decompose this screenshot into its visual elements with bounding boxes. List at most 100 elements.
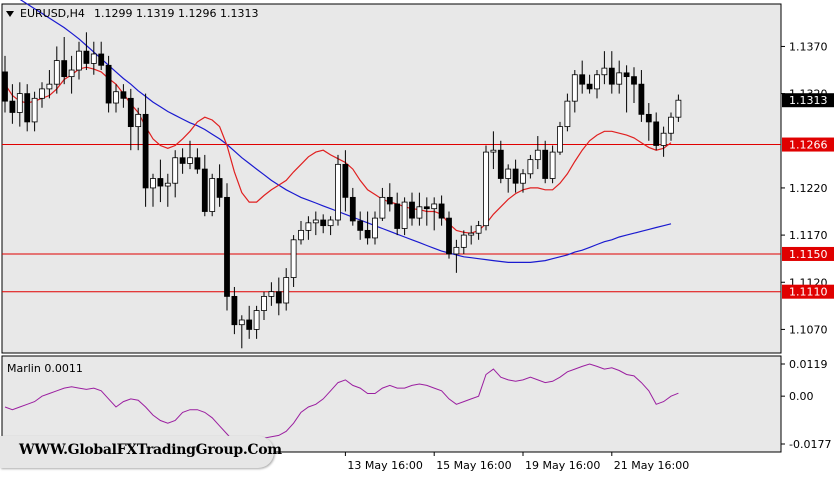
candle bbox=[105, 55, 112, 113]
candle bbox=[253, 305, 260, 339]
candle-body bbox=[46, 83, 53, 90]
candle-body bbox=[157, 178, 164, 187]
candle-body bbox=[668, 116, 674, 134]
candle bbox=[438, 195, 445, 226]
candle bbox=[224, 183, 230, 311]
candle bbox=[127, 88, 134, 151]
candle bbox=[394, 192, 401, 236]
time-tick-label: 19 May 16:00 bbox=[525, 459, 600, 472]
candle-body bbox=[586, 83, 593, 90]
candle bbox=[238, 315, 245, 349]
candle-body bbox=[39, 88, 45, 99]
candle-body bbox=[542, 149, 549, 179]
candle bbox=[645, 103, 652, 141]
candle-body bbox=[2, 71, 8, 102]
candle-body bbox=[675, 99, 682, 118]
candle bbox=[653, 112, 660, 151]
candle-body bbox=[16, 93, 23, 113]
candle-body bbox=[305, 222, 312, 231]
candle-body bbox=[68, 69, 75, 78]
candle bbox=[335, 154, 341, 226]
candle-body bbox=[446, 217, 452, 255]
ohlc-values: 1.1299 1.1319 1.1296 1.1313 bbox=[94, 7, 258, 20]
candle bbox=[549, 145, 556, 184]
candle-body bbox=[527, 159, 534, 175]
time-tick-label: 21 May 16:00 bbox=[614, 459, 689, 472]
candle-body bbox=[379, 196, 386, 219]
candle bbox=[135, 107, 142, 151]
candle-body bbox=[594, 74, 600, 90]
candle-body bbox=[497, 149, 504, 179]
candle-body bbox=[298, 229, 304, 241]
time-tick-label: 15 May 16:00 bbox=[436, 459, 511, 472]
candle-body bbox=[386, 196, 393, 205]
time-tick-label: 13 May 16:00 bbox=[347, 459, 422, 472]
candle-body bbox=[90, 53, 97, 64]
current-price-label: 1.1313 bbox=[789, 94, 828, 107]
candle-body bbox=[571, 74, 578, 102]
candle-body bbox=[401, 201, 408, 229]
candle bbox=[594, 70, 600, 99]
candle bbox=[608, 51, 615, 94]
candle-body bbox=[164, 182, 171, 187]
candle bbox=[409, 192, 415, 226]
level-price-label: 1.1110 bbox=[789, 286, 828, 299]
candle bbox=[460, 230, 467, 254]
collapse-triangle-icon[interactable] bbox=[6, 11, 14, 17]
indicator-tick-label: -0.0177 bbox=[789, 438, 831, 451]
candle bbox=[586, 74, 593, 94]
candle bbox=[9, 84, 16, 124]
candle bbox=[453, 239, 460, 273]
candle bbox=[386, 183, 393, 212]
candle bbox=[83, 32, 90, 71]
candle bbox=[187, 140, 193, 170]
candle-body bbox=[357, 220, 364, 231]
candle bbox=[261, 291, 267, 320]
candle bbox=[216, 164, 223, 207]
candle bbox=[16, 82, 23, 127]
candle bbox=[209, 173, 216, 217]
candle bbox=[76, 41, 82, 80]
candle bbox=[231, 286, 238, 335]
oscillator-line bbox=[4, 363, 679, 445]
candle bbox=[557, 121, 563, 155]
candle bbox=[201, 154, 208, 217]
level-price-label: 1.1150 bbox=[789, 248, 828, 261]
candle-body bbox=[216, 178, 223, 198]
candle-body bbox=[468, 232, 475, 236]
candle-body bbox=[416, 206, 423, 219]
candle-body bbox=[431, 203, 438, 210]
candle-body bbox=[9, 100, 16, 113]
candle bbox=[542, 140, 549, 184]
candle bbox=[349, 187, 356, 226]
candle bbox=[534, 136, 541, 170]
candle bbox=[298, 220, 304, 245]
candle-body bbox=[579, 74, 586, 85]
candle bbox=[416, 192, 423, 226]
candle-body bbox=[423, 206, 430, 210]
candle bbox=[31, 91, 38, 132]
candle-body bbox=[290, 239, 297, 278]
candle bbox=[638, 70, 645, 122]
candle bbox=[268, 282, 275, 306]
candle bbox=[446, 211, 452, 259]
watermark: WWW.GlobalFXTradingGroup.Com bbox=[0, 436, 282, 468]
candle-body bbox=[645, 113, 652, 123]
candle-body bbox=[653, 121, 660, 146]
candle-body bbox=[327, 219, 334, 227]
candle-body bbox=[24, 93, 31, 123]
candle-body bbox=[76, 50, 82, 71]
candle bbox=[179, 148, 186, 174]
candle bbox=[579, 60, 586, 94]
candle-body bbox=[194, 157, 201, 170]
candle bbox=[505, 164, 512, 193]
price-tick-label: 1.1170 bbox=[789, 229, 828, 242]
candle-body bbox=[460, 234, 467, 248]
candle bbox=[290, 235, 297, 287]
candle-body bbox=[275, 291, 282, 304]
candle-body bbox=[335, 163, 341, 221]
candle-body bbox=[268, 291, 275, 297]
level-price-label: 1.1266 bbox=[789, 139, 828, 152]
candle bbox=[475, 220, 482, 240]
